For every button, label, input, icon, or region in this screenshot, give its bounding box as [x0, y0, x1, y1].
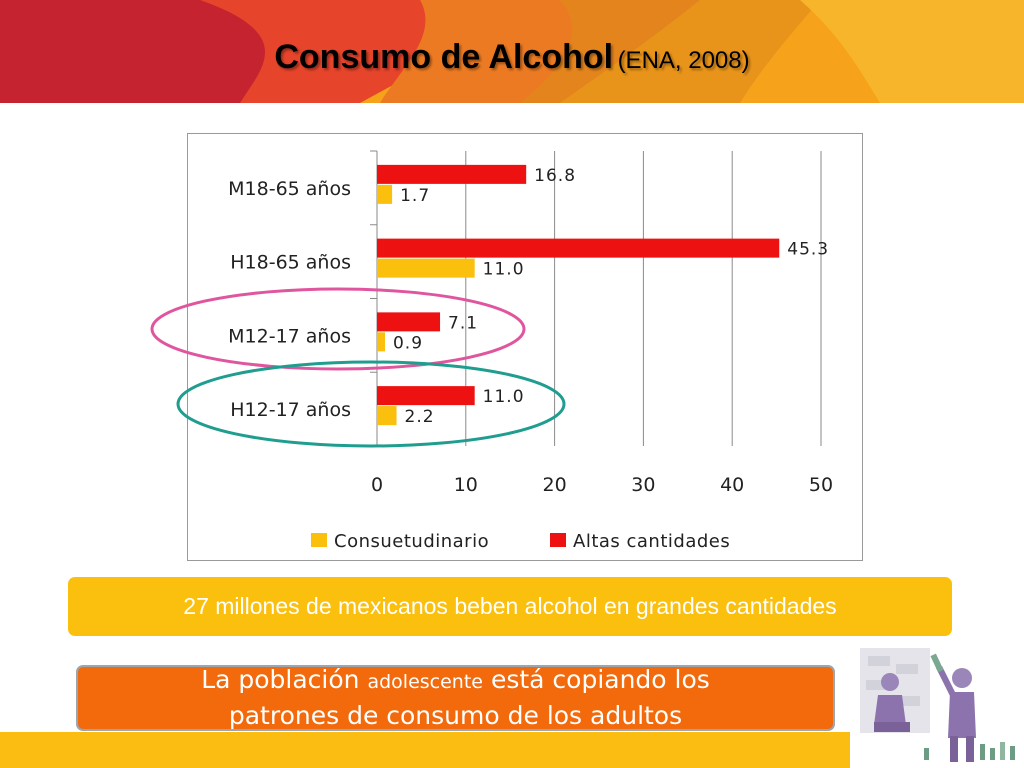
bar — [377, 164, 527, 184]
title-subtitle: (ENA, 2008) — [617, 47, 750, 74]
data-label: 11.0 — [483, 387, 525, 407]
footer-bar — [0, 732, 850, 768]
chart-canvas: 0 10 20 30 40 50 M18-65 años 16.8 1.7 H18-65 años… — [228, 150, 833, 552]
bar — [377, 406, 397, 426]
category-label: H18-65 años — [230, 252, 351, 274]
category-label: M12-17 años — [228, 325, 351, 347]
x-tick-label: 30 — [631, 474, 655, 496]
bar — [377, 258, 475, 278]
category-label: M18-65 años — [228, 178, 351, 200]
conclusion-part-small: adolescente — [367, 671, 483, 693]
page-title: Consumo de Alcohol (ENA, 2008) — [0, 38, 1024, 77]
title-main: Consumo de Alcohol — [274, 38, 614, 76]
bar — [377, 332, 385, 352]
data-label: 0.9 — [393, 333, 423, 353]
x-tick-label: 10 — [454, 474, 478, 496]
data-label: 7.1 — [448, 313, 478, 333]
conclusion-callout: La población adolescente está copiando l… — [76, 665, 835, 731]
legend-swatch — [550, 533, 566, 547]
conclusion-part-1: La población — [201, 665, 360, 694]
x-tick-label: 0 — [371, 474, 383, 496]
category-label: H12-17 años — [230, 399, 351, 421]
data-label: 45.3 — [787, 240, 829, 260]
stat-callout-text: 27 millones de mexicanos beben alcohol e… — [183, 593, 837, 619]
bar — [377, 184, 393, 204]
drinking-figures-illustration — [850, 640, 1024, 768]
legend-label: Consuetudinario — [334, 531, 489, 552]
data-label: 1.7 — [400, 186, 430, 206]
conclusion-part-3: patrones de consumo de los adultos — [228, 701, 683, 730]
header-banner — [0, 0, 1024, 103]
data-label: 16.8 — [534, 166, 576, 186]
legend-label: Altas cantidades — [573, 531, 730, 552]
bar — [377, 312, 441, 332]
bar — [377, 238, 780, 258]
x-tick-label: 50 — [809, 474, 833, 496]
x-tick-label: 20 — [543, 474, 567, 496]
conclusion-part-2: está copiando los — [490, 665, 710, 694]
x-tick-label: 40 — [720, 474, 744, 496]
bar — [377, 386, 475, 406]
conclusion-text: La población adolescente está copiando l… — [201, 663, 710, 733]
legend-swatch — [311, 533, 327, 547]
stat-callout: 27 millones de mexicanos beben alcohol e… — [68, 577, 952, 636]
data-label: 2.2 — [405, 407, 435, 427]
bar-chart: 0 10 20 30 40 50 M18-65 años 16.8 1.7 H18-65 años… — [187, 133, 863, 561]
banner-graphic — [0, 0, 1024, 103]
data-label: 11.0 — [483, 260, 525, 280]
